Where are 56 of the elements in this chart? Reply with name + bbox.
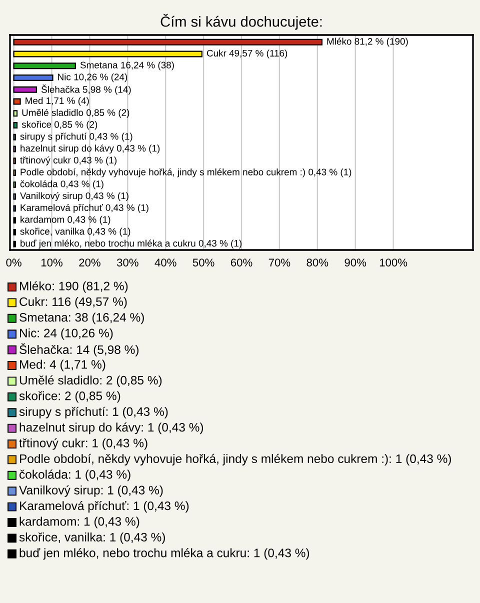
category-label: Nic 10,26 % (24)	[58, 73, 128, 82]
text: Nic: 24 (10,26 %)	[20, 328, 113, 340]
category-label: Vanilkový sirup 0,43 % (1)	[20, 192, 128, 202]
category-label: čokoláda 0,43 % (1)	[20, 180, 104, 190]
x-tick-label: 30%	[116, 258, 138, 266]
text: Cukr: 116 (49,57 %)	[20, 297, 127, 308]
category-label: Cukr 49,57 % (116)	[206, 50, 288, 58]
category-label: Smetana 16,24 % (38)	[80, 61, 174, 70]
text: čokoláda: 1 (0,43 %)	[20, 470, 130, 482]
x-tick-label: 0%	[6, 258, 22, 266]
text: Smetana: 38 (16,24 %)	[20, 312, 144, 324]
category-label: skořice 0,85 % (2)	[22, 120, 98, 130]
category-label: Med 1,71 % (4)	[26, 97, 89, 106]
category-label: buď jen mléko, nebo trochu mléka a cukru 0,43 % (1)	[20, 240, 242, 249]
x-tick-label: 100%	[380, 258, 408, 266]
x-tick-label: 10%	[41, 258, 62, 266]
text: Mléko: 190 (81,2 %)	[20, 281, 128, 293]
text: kardamom: 1 (0,43 %)	[20, 516, 140, 528]
text: skořice: 2 (0,85 %)	[19, 391, 120, 403]
bar	[13, 50, 202, 58]
category-label: Umělé sladidlo 0,85 % (2)	[22, 108, 130, 118]
category-label: kardamom 0,43 % (1)	[20, 216, 110, 225]
text: sirupy s příchutí: 1 (0,43 %)	[19, 406, 168, 418]
category-label: hazelnut sirup do kávy 0,43 % (1)	[20, 144, 160, 154]
bar	[13, 110, 18, 117]
bar	[13, 38, 323, 46]
text: Vanilkový sirup: 1 (0,43 %)	[19, 485, 163, 497]
x-tick-label: 20%	[79, 258, 100, 266]
x-tick-label: 70%	[268, 258, 290, 266]
text: třtinový cukr: 1 (0,43 %)	[19, 438, 148, 450]
category-label: Podle období, někdy vyhovuje hořká, jindy s mlékem nebo cukrem :) 0,43 % (1)	[20, 168, 352, 178]
x-tick-label: 90%	[344, 258, 366, 266]
bar	[13, 74, 54, 81]
x-tick-label: 40%	[154, 258, 176, 266]
bar	[13, 98, 21, 105]
text: Karamelová příchuť: 1 (0,43 %)	[20, 501, 189, 513]
category-label: sirupy s příchutí 0,43 % (1)	[20, 132, 132, 142]
text: buď jen mléko, nebo trochu mléka a cukru: 1 (0,43 %)	[20, 548, 310, 560]
category-label: Šlehačka 5,98 % (14)	[41, 84, 131, 95]
text: hazelnut sirup do kávy: 1 (0,43 %)	[20, 422, 204, 434]
text: Umělé sladidlo: 2 (0,85 %)	[20, 375, 162, 387]
text: skořice, vanilka: 1 (0,43 %)	[19, 532, 165, 544]
category-label: třtinový cukr 0,43 % (1)	[20, 156, 116, 166]
x-tick-label: 50%	[192, 258, 214, 266]
text: Šlehačka: 14 (5,98 %)	[20, 343, 138, 356]
category-label: Karamelová příchuť 0,43 % (1)	[20, 204, 148, 213]
text: Podle období, někdy vyhovuje hořká, jindy s mlékem nebo cukrem :): 1 (0,43 %)	[20, 454, 451, 466]
x-tick-label: 80%	[306, 258, 328, 266]
bar	[13, 86, 38, 93]
category-label: Mléko 81,2 % (190)	[327, 38, 408, 47]
bar	[13, 122, 18, 129]
text: Med: 4 (1,71 %)	[20, 360, 106, 372]
x-tick-label: 60%	[230, 258, 252, 266]
bar	[13, 62, 76, 70]
chart-title: Čím si kávu dochucujete:	[160, 14, 322, 30]
category-label: skořice, vanilka 0,43 % (1)	[20, 228, 130, 237]
